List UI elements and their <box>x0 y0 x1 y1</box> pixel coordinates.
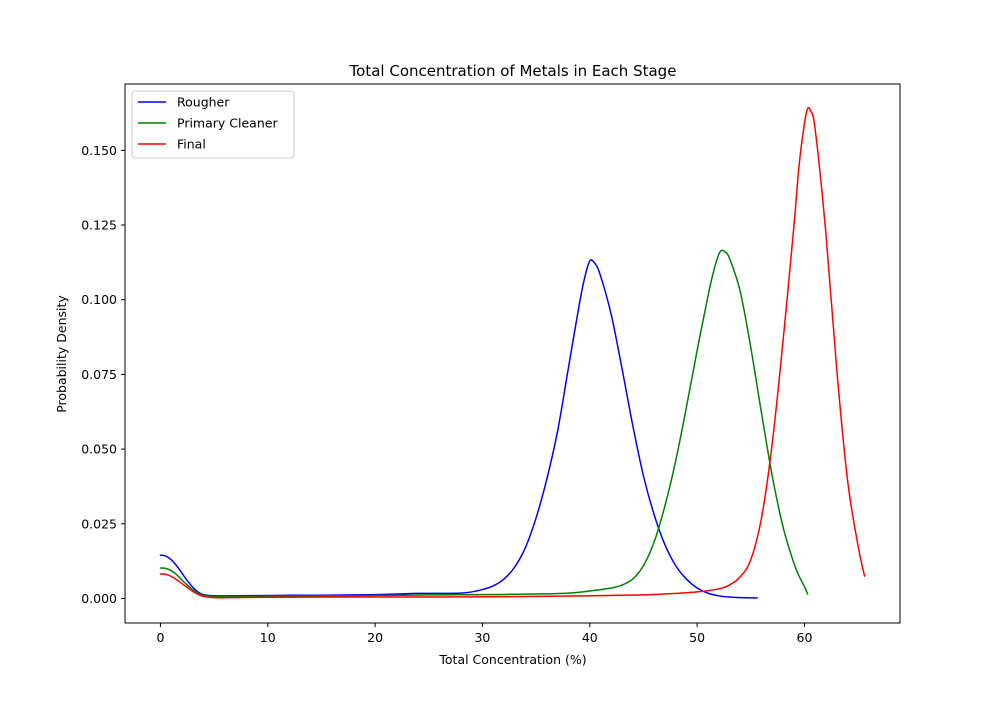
x-tick-label: 60 <box>797 630 813 645</box>
plot-frame <box>124 83 901 624</box>
y-tick-label: 0.000 <box>81 591 117 606</box>
legend-label-primary-cleaner: Primary Cleaner <box>177 116 278 131</box>
series-line-final <box>159 106 866 599</box>
x-tick-label: 30 <box>474 630 490 645</box>
series-line-primary-cleaner <box>159 249 809 598</box>
legend-box <box>131 90 295 159</box>
y-tick-label: 0.100 <box>81 292 117 307</box>
legend: Rougher Primary Cleaner Final <box>131 90 295 159</box>
y-tick-label: 0.125 <box>81 218 117 233</box>
x-tick-label: 0 <box>156 630 164 645</box>
x-tick-label: 50 <box>689 630 705 645</box>
x-tick-label: 10 <box>260 630 276 645</box>
y-tick-label: 0.050 <box>81 442 117 457</box>
series-line-rougher <box>159 259 758 599</box>
x-tick-label: 20 <box>367 630 383 645</box>
x-tick-label: 40 <box>582 630 598 645</box>
chart-title: Total Concentration of Metals in Each St… <box>349 62 677 80</box>
y-axis: 0.000 0.025 0.050 0.075 0.100 0.125 0.150 <box>81 143 125 606</box>
y-tick-label: 0.025 <box>81 516 117 531</box>
x-axis: 0 10 20 30 40 50 60 <box>156 623 812 645</box>
legend-label-final: Final <box>177 137 206 152</box>
y-axis-label: Probability Density <box>54 295 69 413</box>
plot-lines <box>159 106 866 599</box>
x-axis-label: Total Concentration (%) <box>438 652 586 667</box>
y-tick-label: 0.075 <box>81 367 117 382</box>
y-tick-label: 0.150 <box>81 143 117 158</box>
legend-label-rougher: Rougher <box>177 95 230 110</box>
